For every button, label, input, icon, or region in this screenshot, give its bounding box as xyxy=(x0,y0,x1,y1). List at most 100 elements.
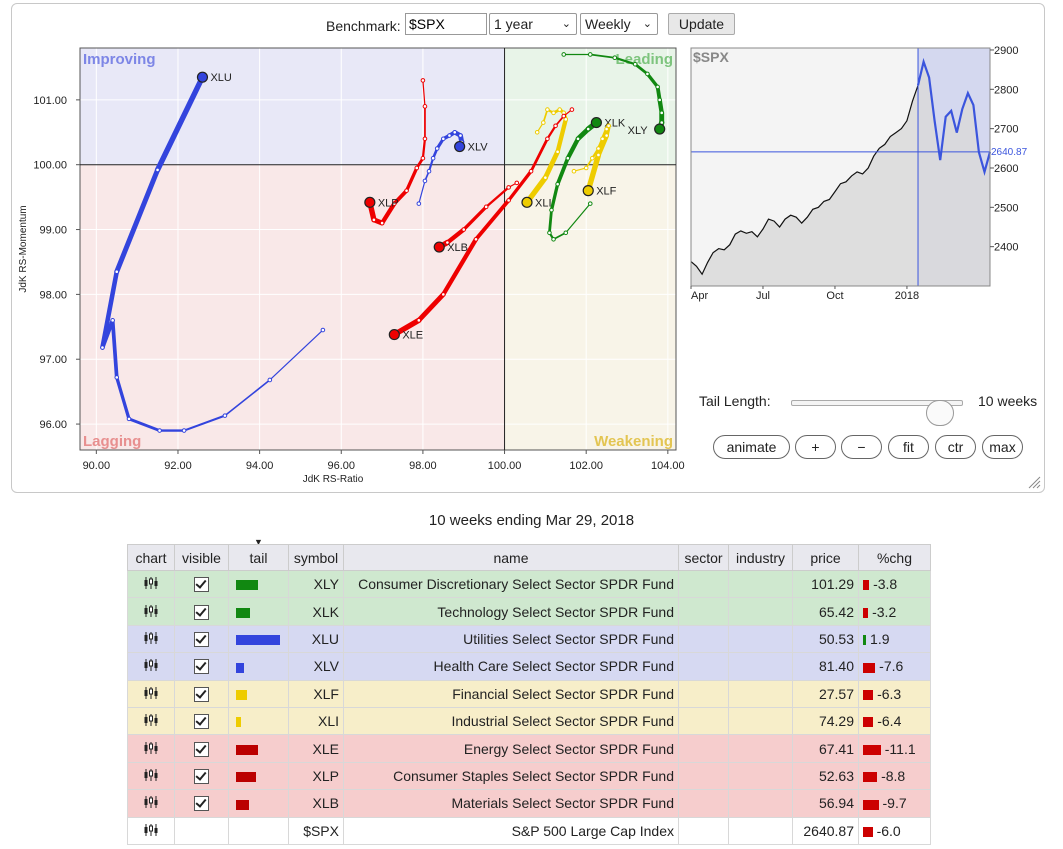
visible-checkbox[interactable] xyxy=(194,659,209,675)
tail-point xyxy=(420,78,426,83)
visible-checkbox[interactable] xyxy=(194,714,209,730)
tail-point xyxy=(514,180,520,186)
industry-cell xyxy=(728,761,793,791)
column-header-symbol[interactable]: symbol xyxy=(288,544,344,571)
frequency-select-value: Weekly xyxy=(585,16,631,32)
resize-handle-icon[interactable] xyxy=(1027,475,1041,489)
visible-cell[interactable] xyxy=(174,706,229,736)
table-row[interactable]: XLB Materials Select Sector SPDR Fund 56.9… xyxy=(127,789,931,818)
table-row[interactable]: XLP Consumer Staples Select Sector SPDR F… xyxy=(127,761,931,791)
rrg-panel: Benchmark: 1 year ⌄ Weekly ⌄ Update Impr… xyxy=(11,3,1045,493)
tail-segment xyxy=(529,137,549,173)
price-cell: 67.41 xyxy=(792,734,859,763)
chart-cell[interactable] xyxy=(127,789,175,818)
chart-cell[interactable] xyxy=(127,734,175,763)
zoom-out-button[interactable]: − xyxy=(841,435,882,459)
tail-length-slider-handle[interactable] xyxy=(926,400,954,426)
fit-button[interactable]: fit xyxy=(888,435,929,459)
table-row[interactable]: $SPX S&P 500 Large Cap Index 2640.87 -6.0 xyxy=(127,816,931,845)
tail-length-bar xyxy=(236,580,258,591)
table-row[interactable]: XLI Industrial Select Sector SPDR Fund 74.… xyxy=(127,706,931,736)
visible-checkbox[interactable] xyxy=(194,577,209,593)
column-header-chg[interactable]: %chg xyxy=(858,544,931,571)
chart-cell[interactable] xyxy=(127,761,175,791)
visible-cell[interactable] xyxy=(174,789,229,818)
column-header-chart[interactable]: chart xyxy=(127,544,175,571)
benchmark-input[interactable] xyxy=(405,13,487,35)
visible-cell[interactable] xyxy=(174,624,229,654)
tail-point xyxy=(420,155,426,161)
visible-checkbox[interactable] xyxy=(194,631,209,647)
candlestick-icon[interactable] xyxy=(143,577,159,590)
tail-point xyxy=(604,133,609,138)
tail-point xyxy=(371,217,377,223)
frequency-select[interactable]: Weekly ⌄ xyxy=(580,13,658,35)
candlestick-icon[interactable] xyxy=(143,659,159,672)
series-xlp: XLP xyxy=(364,78,428,226)
table-row[interactable]: XLK Technology Select Sector SPDR Fund 65.… xyxy=(127,597,931,626)
benchmark-title: $SPX xyxy=(693,49,729,65)
update-button[interactable]: Update xyxy=(668,13,735,35)
tail-length-slider[interactable] xyxy=(791,400,963,426)
head-point xyxy=(433,241,445,253)
table-row[interactable]: XLF Financial Select Sector SPDR Fund 27.5… xyxy=(127,679,931,708)
sector-table: chart visible tail symbol name sector industry… xyxy=(127,544,931,845)
visible-checkbox[interactable] xyxy=(194,604,209,620)
chart-cell[interactable] xyxy=(127,624,175,654)
series-label: XLU xyxy=(210,72,231,84)
visible-checkbox[interactable] xyxy=(194,796,209,812)
symbol-cell: $SPX xyxy=(288,816,344,845)
candlestick-icon[interactable] xyxy=(143,604,159,617)
chart-cell[interactable] xyxy=(127,706,175,736)
tail-segment xyxy=(269,329,324,381)
visible-cell[interactable] xyxy=(174,761,229,791)
center-button[interactable]: ctr xyxy=(935,435,976,459)
visible-checkbox[interactable] xyxy=(194,686,209,702)
column-header-visible[interactable]: visible xyxy=(174,544,229,571)
candlestick-icon[interactable] xyxy=(143,796,159,809)
tail-point xyxy=(571,168,577,174)
tail-segment xyxy=(379,201,397,226)
tail-point xyxy=(587,201,593,206)
table-row[interactable]: XLU Utilities Select Sector SPDR Fund 50.5… xyxy=(127,624,931,654)
chart-cell[interactable] xyxy=(127,816,175,845)
chart-cell[interactable] xyxy=(127,679,175,708)
period-select[interactable]: 1 year ⌄ xyxy=(489,13,577,35)
visible-cell[interactable] xyxy=(174,597,229,626)
candlestick-icon[interactable] xyxy=(143,741,159,754)
animate-button[interactable]: animate xyxy=(713,435,790,459)
x-tick-label: 94.00 xyxy=(246,460,274,472)
column-header-sector[interactable]: sector xyxy=(678,544,729,571)
candlestick-icon[interactable] xyxy=(143,714,159,727)
visible-cell[interactable] xyxy=(174,569,229,599)
visible-checkbox[interactable] xyxy=(194,768,209,784)
series-label: XLV xyxy=(468,142,489,154)
rrg-chart[interactable]: Improving Leading Lagging Weakening 90.00 92.… xyxy=(12,4,692,494)
visible-cell[interactable] xyxy=(174,816,229,845)
candlestick-icon[interactable] xyxy=(143,768,159,781)
table-header-row: chart visible tail symbol name sector industry… xyxy=(127,544,931,571)
series-label: XLI xyxy=(535,197,552,209)
tail-point xyxy=(126,416,132,422)
visible-checkbox[interactable] xyxy=(194,741,209,757)
table-row[interactable]: XLY Consumer Discretionary Select Sector … xyxy=(127,569,931,599)
table-row[interactable]: XLE Energy Select Sector SPDR Fund 67.41 -1… xyxy=(127,734,931,763)
candlestick-icon[interactable] xyxy=(143,686,159,699)
zoom-in-button[interactable]: + xyxy=(795,435,836,459)
visible-cell[interactable] xyxy=(174,734,229,763)
chart-cell[interactable] xyxy=(127,652,175,681)
max-button[interactable]: max xyxy=(982,435,1023,459)
column-header-industry[interactable]: industry xyxy=(728,544,793,571)
chart-cell[interactable] xyxy=(127,597,175,626)
tail-point xyxy=(555,149,560,155)
column-header-tail[interactable]: tail xyxy=(228,544,289,571)
tail-point xyxy=(549,207,554,213)
candlestick-icon[interactable] xyxy=(143,823,159,836)
chart-cell[interactable] xyxy=(127,569,175,599)
column-header-name[interactable]: name xyxy=(343,544,679,571)
column-header-price[interactable]: price xyxy=(792,544,859,571)
candlestick-icon[interactable] xyxy=(143,631,159,644)
table-row[interactable]: XLV Health Care Select Sector SPDR Fund 81… xyxy=(127,652,931,681)
visible-cell[interactable] xyxy=(174,679,229,708)
visible-cell[interactable] xyxy=(174,652,229,681)
